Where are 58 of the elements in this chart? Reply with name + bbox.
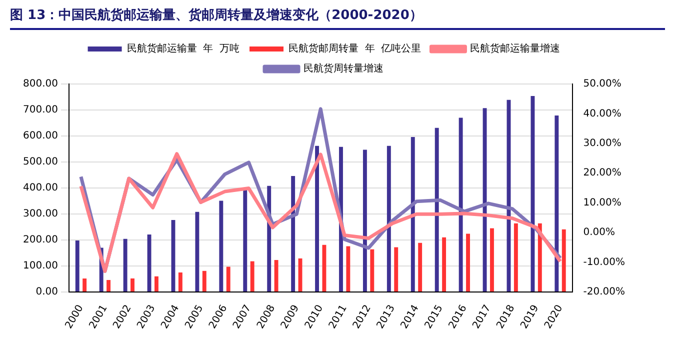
y-tick-label: 300.00 [22,208,58,220]
y2-tick-label: -10.00% [583,256,626,268]
bar [410,137,415,292]
y2-tick-label: 40.00% [583,108,622,120]
bar [106,280,111,292]
bar [442,237,446,292]
bar [458,118,463,292]
bar [243,190,248,292]
bar [554,115,559,292]
bar [274,260,278,292]
bar [514,223,518,292]
y-tick-label: 700.00 [22,104,58,116]
bar [562,229,566,292]
bar [250,261,254,292]
bar [418,242,422,292]
bar [315,146,320,292]
bar [291,176,296,292]
bar [195,212,200,292]
bar [362,150,367,292]
legend-label: 民航货周转量增速 [304,62,384,75]
y-tick-label: 400.00 [22,182,58,194]
bar [370,249,374,292]
legend-label: 民航货邮周转量 年 亿吨公里 [288,42,422,55]
bar [466,234,470,292]
bar [322,244,326,292]
bar [219,200,224,292]
bar [123,238,128,292]
bar [130,278,134,292]
bar [346,246,350,292]
chart-title: 图 13：中国民航货邮运输量、货邮周转量及增速变化（2000-2020） [10,6,665,30]
bar [226,266,230,292]
bar [490,228,494,292]
legend-label: 民航货邮运输量 年 万吨 [126,42,240,55]
bar [82,278,87,292]
bar [482,108,487,292]
bar [75,240,80,292]
bar [530,96,535,292]
bar [538,223,542,292]
y-tick-label: 800.00 [22,78,58,90]
y2-tick-label: 20.00% [583,168,622,179]
y-tick-label: 600.00 [22,130,58,142]
y2-tick-label: 10.00% [583,197,622,208]
y-tick-label: 0.00 [36,286,58,298]
bar [386,146,391,292]
bar [394,247,398,292]
bar [202,270,206,292]
y2-tick-label: -20.00% [583,286,626,298]
y2-tick-label: 30.00% [583,138,622,150]
y-tick-label: 100.00 [22,260,58,272]
bar [154,276,158,292]
bar [178,272,182,292]
y-tick-label: 200.00 [22,234,58,246]
legend-label: 民航货邮运输量增速 [470,42,560,55]
bar [434,128,439,292]
bar [147,234,152,292]
y-tick-label: 500.00 [22,156,58,168]
y2-tick-label: 50.00% [583,78,622,90]
y2-tick-label: 0.00% [583,227,616,238]
